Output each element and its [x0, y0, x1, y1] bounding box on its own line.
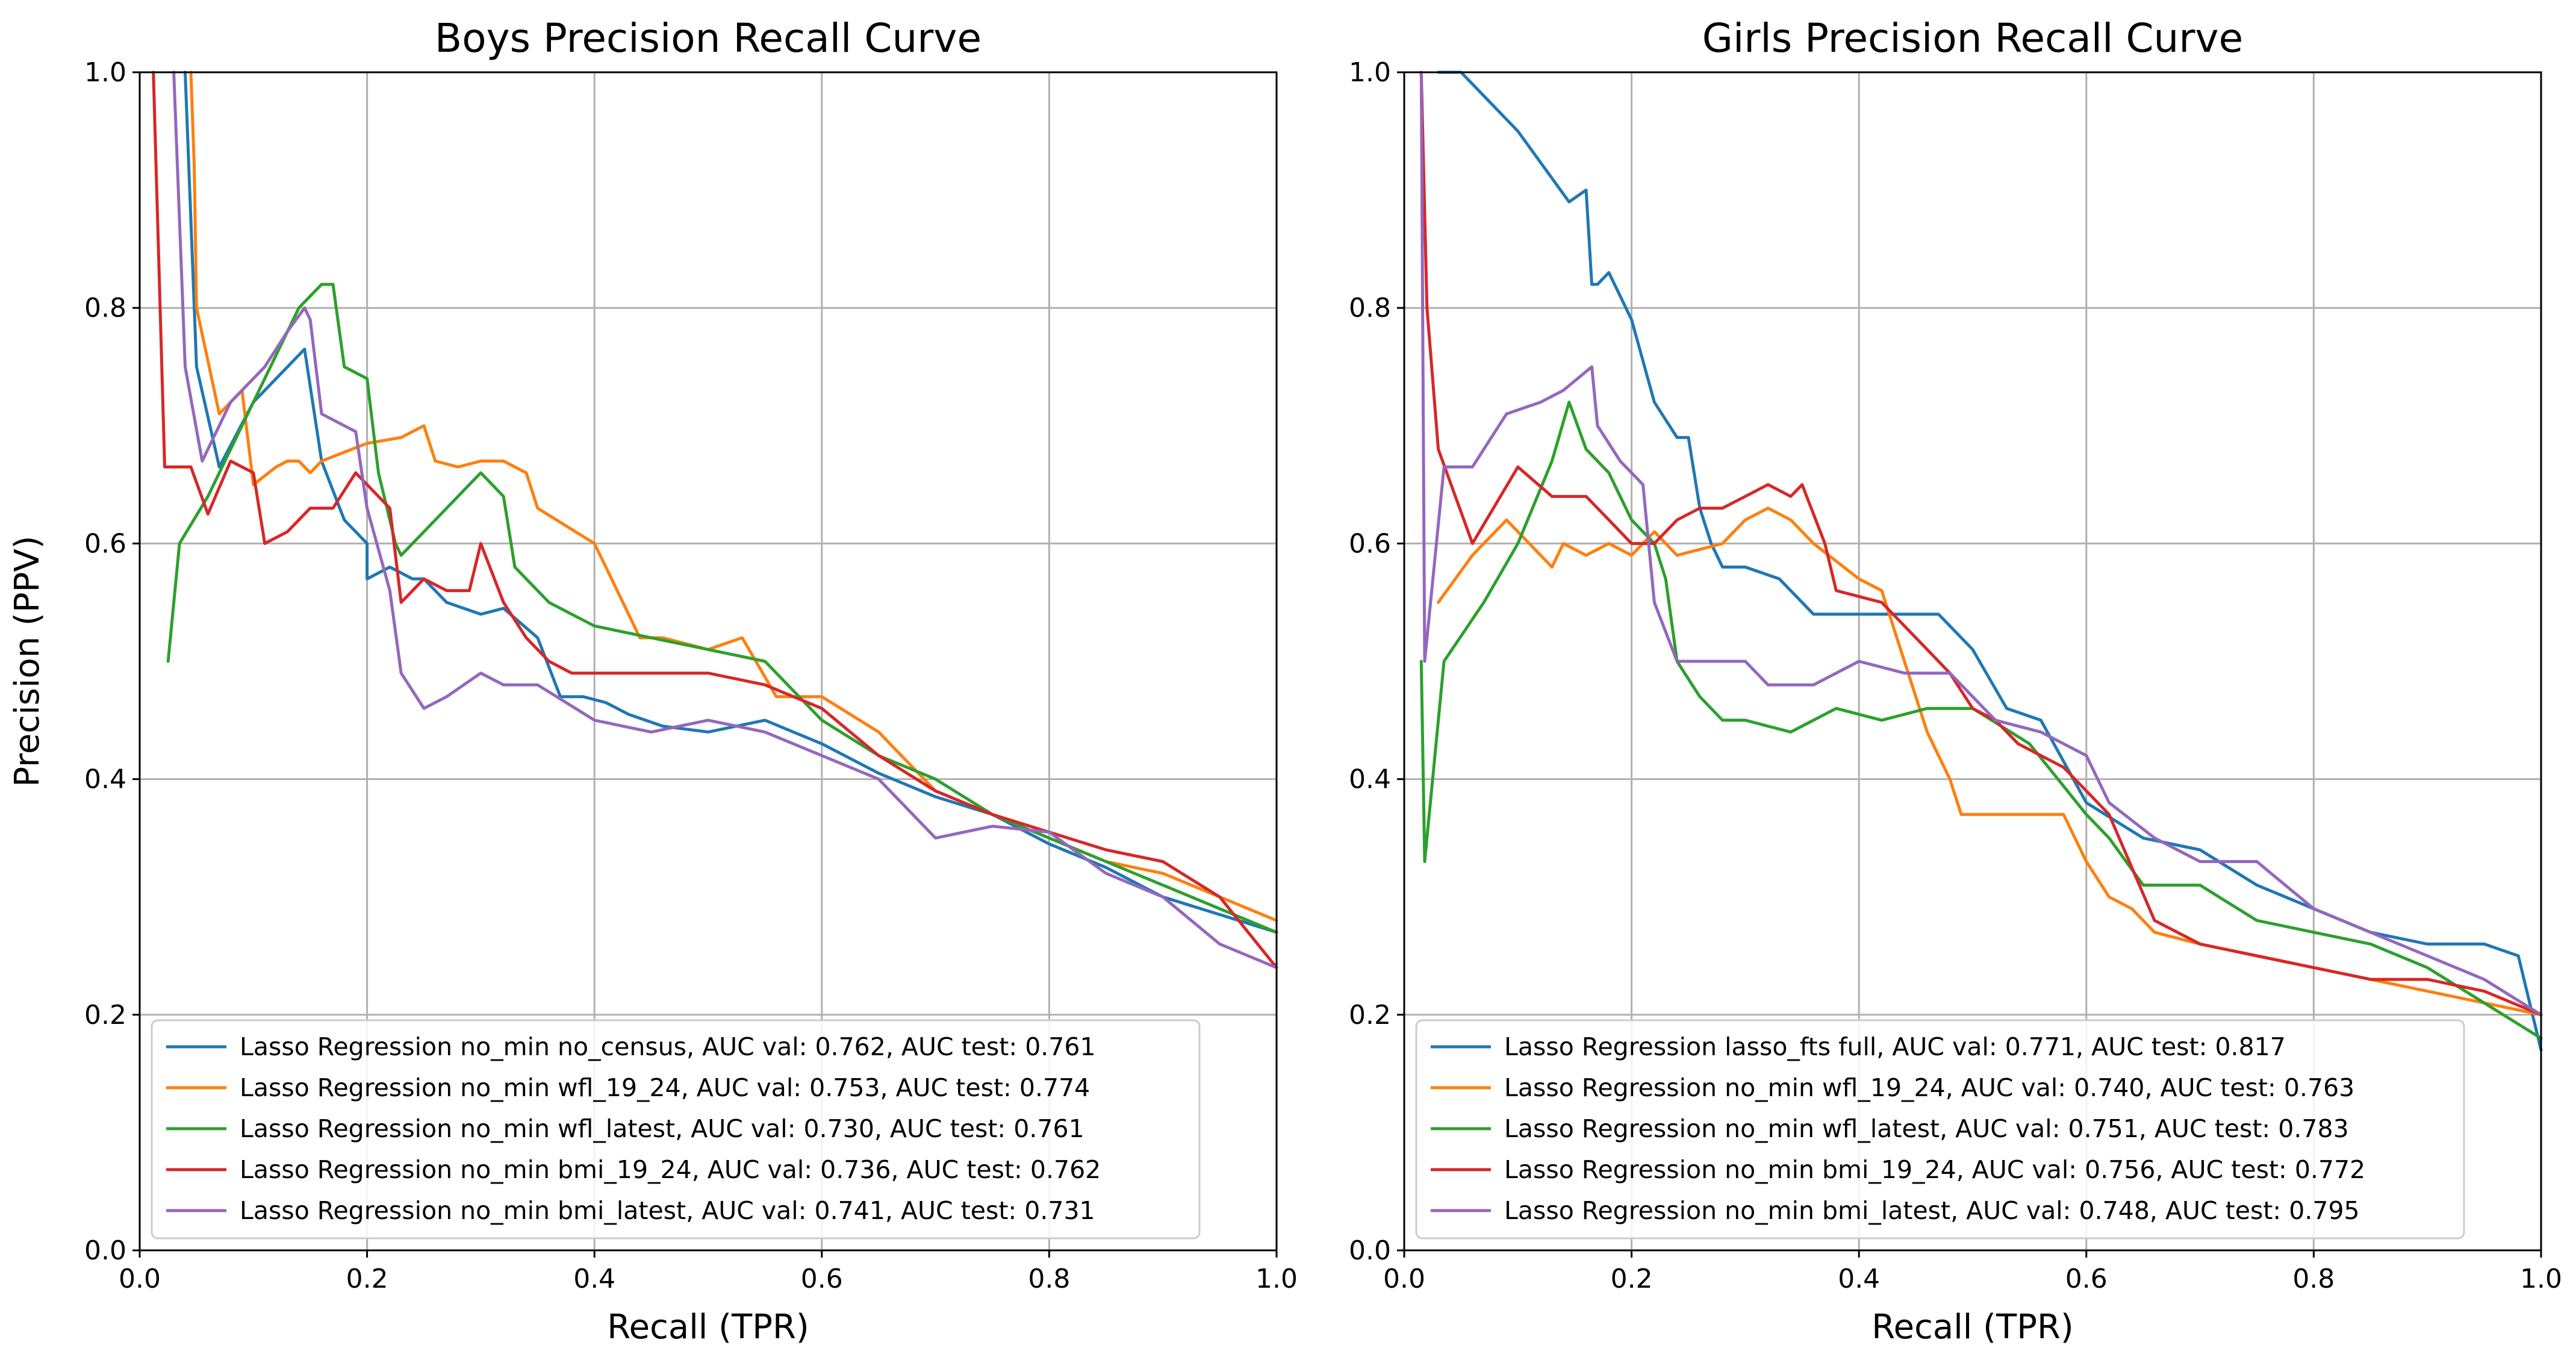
girls-legend-box — [1415, 1019, 2465, 1240]
girls-y-tick-label: 0.8 — [1349, 293, 1391, 323]
boys-x-tick-label: 1.0 — [1255, 1264, 1298, 1294]
boys-y-axis-label: Precision (PPV) — [8, 535, 47, 787]
boys-legend-label: Lasso Regression no_min no_census, AUC v… — [240, 1032, 1096, 1061]
girls-series — [1419, 70, 2543, 1052]
boys-y-tick-label: 0.4 — [84, 764, 126, 795]
girls-y-tick-label: 0.6 — [1349, 528, 1391, 559]
girls-y-tick-label: 0.4 — [1349, 764, 1391, 795]
girls-series-line — [1419, 401, 2543, 1040]
boys-legend-label: Lasso Regression no_min bmi_latest, AUC … — [240, 1196, 1095, 1225]
girls-x-tick-label: 0.8 — [2292, 1264, 2335, 1294]
girls-x-tick-label: 1.0 — [2520, 1264, 2562, 1294]
girls-x-axis-label: Recall (TPR) — [1871, 1308, 2073, 1347]
boys-series-line — [172, 70, 1278, 970]
boys-grid — [138, 71, 1278, 1252]
boys-y-tick-label: 0.2 — [84, 1000, 126, 1031]
girls-y-tick-label: 0.2 — [1349, 1000, 1391, 1031]
boys-plot-frame — [138, 71, 1278, 1252]
boys-y-ticks: 0.0 0.2 0.4 0.6 0.8 1.0 — [84, 57, 140, 1266]
boys-x-tick-label: 0.8 — [1028, 1264, 1070, 1294]
girls-x-tick-label: 0.2 — [1611, 1264, 1653, 1294]
boys-x-tick-label: 0.6 — [801, 1264, 843, 1294]
girls-x-tick-label: 0.6 — [2065, 1264, 2108, 1294]
girls-series-line — [1419, 70, 2543, 1017]
boys-y-tick-label: 0.6 — [84, 528, 126, 559]
girls-chart: 0.0 0.2 0.4 0.6 0.8 1.0 0.0 0.2 0.4 0.6 0.8 1.0 Gi… — [1349, 15, 2562, 1347]
girls-legend-label: Lasso Regression no_min wfl_19_24, AUC v… — [1504, 1073, 2354, 1102]
boys-x-ticks: 0.0 0.2 0.4 0.6 0.8 1.0 — [119, 1250, 1298, 1294]
boys-x-tick-label: 0.0 — [119, 1264, 161, 1294]
boys-legend-box — [151, 1019, 1201, 1240]
girls-legend: Lasso Regression lasso_fts full, AUC val… — [1415, 1019, 2465, 1240]
girls-x-tick-label: 0.0 — [1383, 1264, 1425, 1294]
girls-y-tick-label: 1.0 — [1349, 57, 1391, 88]
boys-legend-label: Lasso Regression no_min wfl_19_24, AUC v… — [240, 1073, 1090, 1102]
boys-legend-label: Lasso Regression no_min wfl_latest, AUC … — [240, 1114, 1084, 1143]
girls-x-tick-label: 0.4 — [1838, 1264, 1880, 1294]
boys-x-axis-label: Recall (TPR) — [607, 1308, 809, 1347]
boys-chart-title: Boys Precision Recall Curve — [435, 15, 982, 61]
boys-x-tick-label: 0.4 — [573, 1264, 615, 1294]
boys-series-line — [184, 70, 1278, 934]
boys-legend-label: Lasso Regression no_min bmi_19_24, AUC v… — [240, 1155, 1101, 1184]
girls-series-line — [1419, 70, 2543, 1017]
girls-y-tick-label: 0.0 — [1349, 1235, 1391, 1266]
boys-y-tick-label: 0.8 — [84, 293, 126, 323]
boys-chart: 0.0 0.2 0.4 0.6 0.8 1.0 0.0 0.2 0.4 0.6 0.8 1.0 Bo… — [8, 15, 1298, 1347]
girls-legend-label: Lasso Regression no_min bmi_19_24, AUC v… — [1504, 1155, 2365, 1184]
boys-series-line — [152, 70, 1278, 970]
boys-series-line — [166, 282, 1278, 934]
boys-x-tick-label: 0.2 — [346, 1264, 388, 1294]
girls-chart-title: Girls Precision Recall Curve — [1702, 15, 2243, 61]
girls-x-ticks: 0.0 0.2 0.4 0.6 0.8 1.0 — [1383, 1250, 2562, 1294]
boys-legend: Lasso Regression no_min no_census, AUC v… — [151, 1019, 1201, 1240]
girls-y-ticks: 0.0 0.2 0.4 0.6 0.8 1.0 — [1349, 57, 1404, 1266]
girls-series-line — [1437, 70, 2543, 1052]
girls-legend-label: Lasso Regression no_min wfl_latest, AUC … — [1504, 1114, 2349, 1143]
boys-y-tick-label: 1.0 — [84, 57, 126, 88]
girls-legend-label: Lasso Regression no_min bmi_latest, AUC … — [1504, 1196, 2360, 1225]
girls-plot-frame — [1403, 71, 2542, 1252]
girls-legend-label: Lasso Regression lasso_fts full, AUC val… — [1504, 1032, 2286, 1061]
boys-y-tick-label: 0.0 — [84, 1235, 126, 1266]
boys-series — [152, 70, 1278, 970]
